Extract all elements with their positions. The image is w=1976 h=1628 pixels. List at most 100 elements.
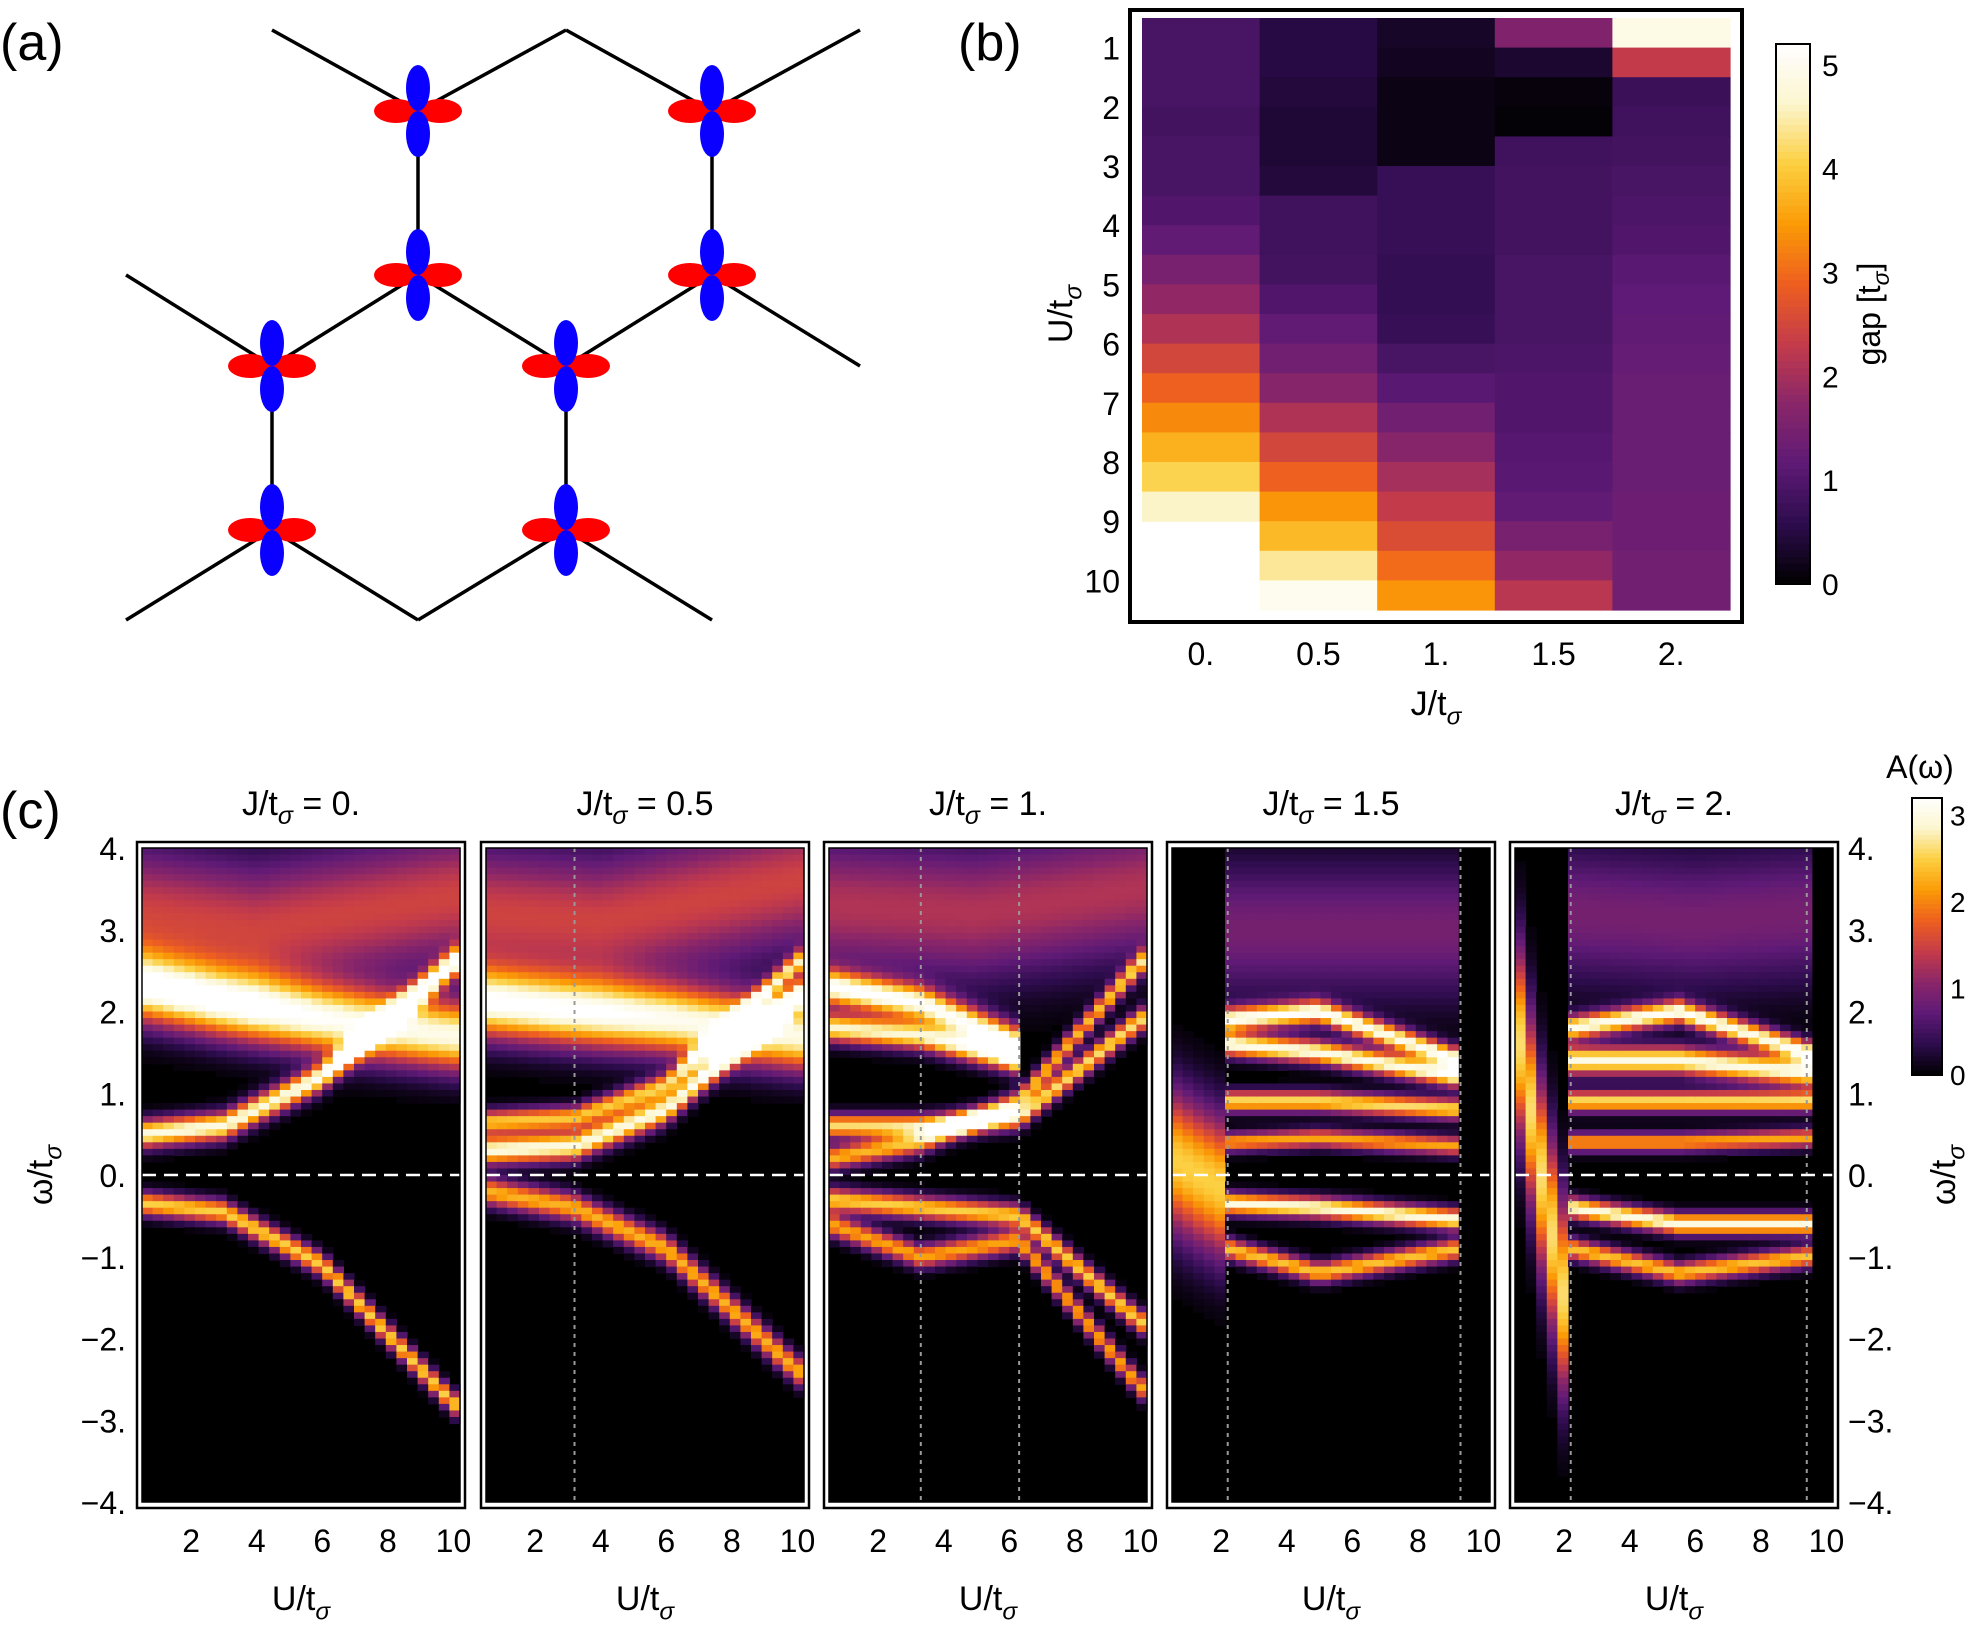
spectral-cell [1030, 991, 1042, 1000]
spectral-cell [195, 900, 207, 908]
spectral-cell [539, 1103, 551, 1111]
spectral-cell [793, 1371, 805, 1379]
spectral-cell [417, 1096, 429, 1104]
spectral-cell [301, 874, 313, 882]
spectral-cell [279, 1253, 291, 1261]
spectral-cell [396, 926, 408, 934]
spectral-cell [924, 1233, 936, 1241]
spectral-cell [1009, 1070, 1021, 1078]
spectral-cell [634, 1233, 646, 1241]
spectral-cell [655, 946, 667, 954]
spectral-cell [496, 1044, 508, 1052]
gap-cell [1612, 18, 1731, 49]
spectral-cell [279, 1037, 291, 1045]
spectral-cell [871, 972, 883, 980]
spectral-cell [903, 1201, 915, 1209]
spectral-cell [163, 998, 175, 1006]
spectral-cell [1062, 893, 1074, 901]
spectral-cell [793, 1377, 805, 1385]
spectral-cell [687, 1044, 699, 1052]
spectral-cell [860, 1246, 872, 1255]
spectral-cell [184, 985, 196, 993]
spectral-cell [751, 1057, 763, 1065]
spectral-cell [945, 991, 957, 1000]
spectral-cell [1182, 1089, 1194, 1098]
spectral-cell [892, 1142, 904, 1150]
spectral-cell [871, 1024, 883, 1032]
spectral-cell [913, 887, 925, 895]
spectral-cell [793, 1018, 805, 1026]
spectral-cell [719, 998, 731, 1006]
spectral-cell [163, 900, 175, 908]
spectral-cell [184, 867, 196, 875]
spectral-cell [966, 978, 978, 986]
spectral-cell [343, 1031, 355, 1039]
spectral-cell [195, 919, 207, 928]
spectral-cell [322, 946, 334, 954]
spectral-cell [539, 874, 551, 882]
spectral-cell [1030, 1096, 1042, 1104]
spectral-cell [592, 848, 604, 856]
spectral-cell [549, 1024, 561, 1032]
spectral-cell [676, 854, 688, 862]
spectral-cell [645, 1063, 657, 1071]
spectral-cell [966, 1122, 978, 1130]
spectral-cell [698, 926, 710, 934]
spectral-cell [517, 880, 529, 888]
spectral-cell [248, 1246, 260, 1255]
spectral-cell [496, 1109, 508, 1117]
spectral-cell [1019, 861, 1031, 869]
gap-cell [1494, 314, 1613, 345]
spectral-cell [332, 959, 344, 967]
spectral-cell [829, 1148, 841, 1156]
spectral-cell [1051, 1279, 1063, 1287]
spectral-cell [1062, 965, 1074, 973]
spectral-cell [496, 1096, 508, 1104]
spectral-cell [560, 1227, 572, 1235]
spectral-cell [1072, 1011, 1084, 1019]
spectral-cell [1172, 1175, 1184, 1183]
spectral-cell [1115, 933, 1127, 941]
spectral-cell [407, 1011, 419, 1019]
spectral-cell [602, 1122, 614, 1130]
spectral-cell [850, 1188, 862, 1196]
spectral-cell [152, 965, 164, 973]
spectral-cell [977, 959, 989, 967]
spectral-cell [496, 854, 508, 862]
spectral-cell [216, 1142, 228, 1150]
spectral-cell [882, 887, 894, 895]
spectral-cell [269, 887, 281, 895]
spectral-cell [449, 1063, 461, 1071]
panel-title: J/tσ = 1. [929, 785, 1047, 830]
spectral-cell [1051, 1070, 1063, 1078]
spectral-cell [332, 1031, 344, 1039]
spectral-cell [956, 939, 968, 947]
spectral-cell [772, 985, 784, 993]
spectral-cell [676, 1076, 688, 1085]
spectral-cell [163, 1050, 175, 1058]
spectral-cell [269, 1050, 281, 1058]
spectral-cell [1172, 1168, 1184, 1176]
spectral-cell [1094, 1351, 1106, 1359]
spectral-cell [1104, 861, 1116, 869]
spectral-cell [634, 861, 646, 869]
spectral-cell [1062, 854, 1074, 862]
spectral-cell [1115, 1011, 1127, 1019]
spectral-cell [740, 978, 752, 986]
spectral-cell [290, 874, 302, 882]
spectral-cell [248, 1011, 260, 1019]
spectral-cell [195, 1057, 207, 1065]
spectral-cell [903, 880, 915, 888]
spectral-cell [449, 861, 461, 869]
spectral-cell [237, 867, 249, 875]
spectral-cell [729, 1318, 741, 1327]
spectral-cell [407, 1358, 419, 1366]
spectral-cell [634, 1129, 646, 1137]
spectral-cell [428, 1377, 440, 1385]
spectral-cell [216, 972, 228, 980]
spectral-cell [486, 854, 498, 862]
spectral-cell [698, 1286, 710, 1294]
spectral-cell [343, 1076, 355, 1085]
spectral-cell [152, 848, 164, 856]
spectral-cell [1115, 861, 1127, 869]
